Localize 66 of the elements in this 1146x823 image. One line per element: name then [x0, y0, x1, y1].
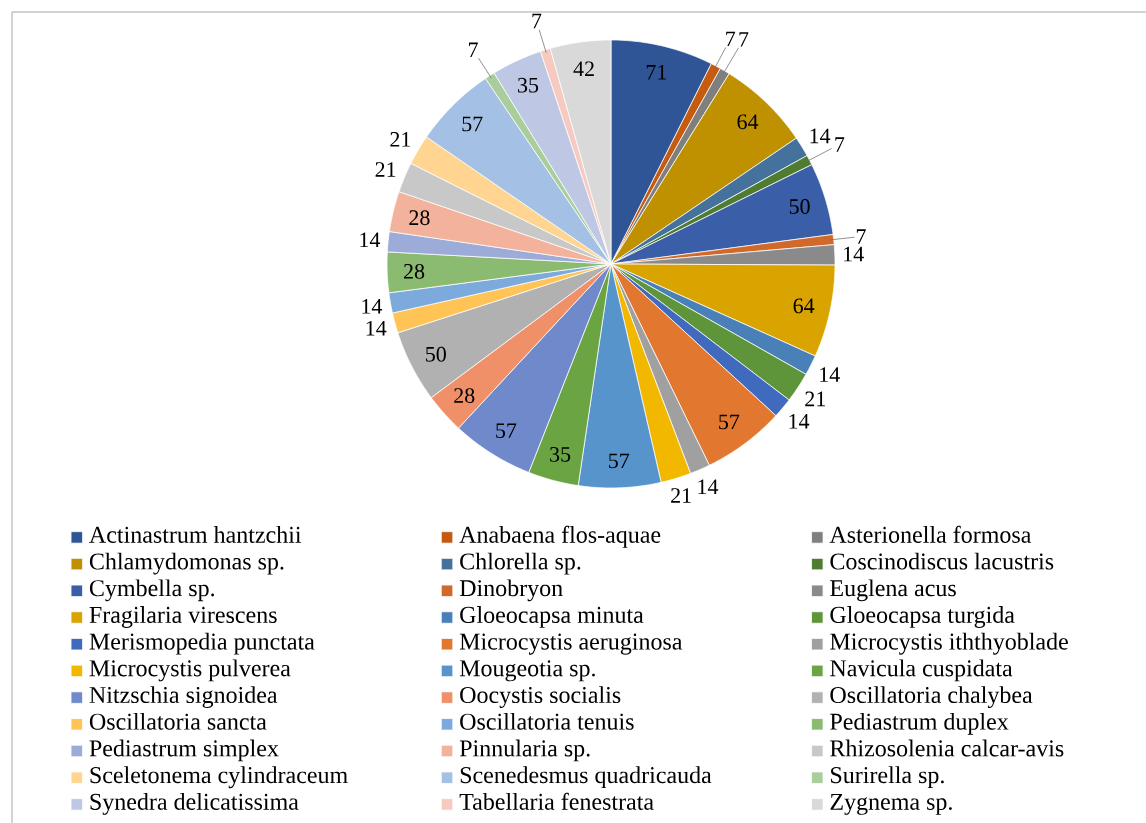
legend-label: Mougeotia sp. — [459, 660, 595, 682]
legend-label: Pediastrum duplex — [830, 712, 1009, 735]
data-label: 7 — [856, 229, 866, 244]
legend-label: Rhizosolenia calcar-avis — [830, 739, 1064, 757]
data-label: 50 — [426, 346, 446, 362]
data-label: 28 — [404, 263, 425, 279]
legend-label: Chlorella sp. — [460, 552, 581, 575]
data-label: 21 — [390, 132, 411, 147]
data-label: 14 — [820, 367, 840, 382]
legend-label: Microcystis iththyoblade — [830, 632, 1068, 655]
data-label: 64 — [737, 114, 759, 130]
legend-label: Pinnularia sp. — [459, 739, 590, 762]
legend-label: Euglena acus — [830, 579, 956, 602]
data-label: 14 — [810, 128, 831, 144]
data-label: 50 — [789, 199, 810, 214]
data-label: 64 — [793, 298, 815, 314]
legend-label: Chlamydomonas sp. — [89, 552, 284, 575]
data-label: 71 — [646, 64, 667, 80]
legend-label: Microcystis pulverea — [89, 659, 291, 682]
legend-label: Gloeocapsa turgida — [830, 606, 1015, 628]
data-label: 14 — [789, 414, 810, 429]
legend-label: Oscillatoria tenuis — [460, 712, 634, 730]
legend-label: Surirella sp. — [831, 766, 944, 789]
legend-label: Anabaena flos-aquae — [459, 525, 661, 548]
legend-label: Tabellaria fenestrata — [459, 792, 654, 810]
legend-label: Cymbella sp. — [89, 579, 215, 602]
data-label: 28 — [454, 388, 475, 403]
data-label: 7 — [726, 31, 736, 47]
legend-label: Sceletonema cylindraceum — [90, 766, 348, 789]
data-label: 21 — [805, 391, 825, 407]
legend-label: Coscinodiscus lacustris — [830, 552, 1054, 570]
data-label: 7 — [532, 13, 542, 29]
legend-label: Zygnema sp. — [830, 793, 952, 815]
data-label: 7 — [835, 137, 845, 152]
data-label: 14 — [362, 299, 383, 314]
legend-label: Fragilaria virescens — [89, 606, 277, 628]
legend-label: Gloeocapsa minuta — [460, 606, 644, 628]
legend-label: Oocystis socialis — [460, 686, 621, 709]
data-label: 14 — [844, 246, 864, 262]
legend-label: Oscillatoria sancta — [89, 712, 267, 730]
data-label: 7 — [739, 32, 749, 47]
data-label: 14 — [360, 232, 381, 248]
legend-label: Asterionella formosa — [829, 525, 1032, 543]
data-label: 57 — [719, 414, 740, 430]
data-label: 57 — [462, 116, 483, 132]
data-label: 28 — [409, 210, 430, 226]
legend-label: Navicula cuspidata — [830, 659, 1013, 682]
data-label: 21 — [671, 488, 691, 503]
legend-label: Scenedesmus quadricauda — [460, 766, 712, 789]
legend-label: Actinastrum hantzchii — [89, 526, 302, 543]
data-label: 7 — [469, 42, 478, 57]
data-label: 21 — [375, 162, 396, 177]
data-label: 14 — [366, 320, 387, 336]
legend-label: Oscillatoria chalybea — [830, 686, 1033, 709]
legend-label: Dinobryon — [459, 579, 563, 602]
legend-label: Pediastrum simplex — [89, 739, 279, 762]
data-label: 35 — [518, 77, 539, 93]
legend-label: Synedra delicatissima — [90, 793, 299, 815]
legend-label: Merismopedia punctata — [89, 632, 315, 655]
legend-label: Microcystis aeruginosa — [459, 633, 683, 655]
data-label: 42 — [573, 61, 594, 77]
legend-label: Nitzschia signoidea — [89, 686, 278, 709]
data-label: 57 — [609, 453, 630, 469]
data-label: 57 — [496, 423, 517, 439]
data-label: 14 — [698, 479, 719, 495]
data-label: 35 — [550, 447, 571, 462]
